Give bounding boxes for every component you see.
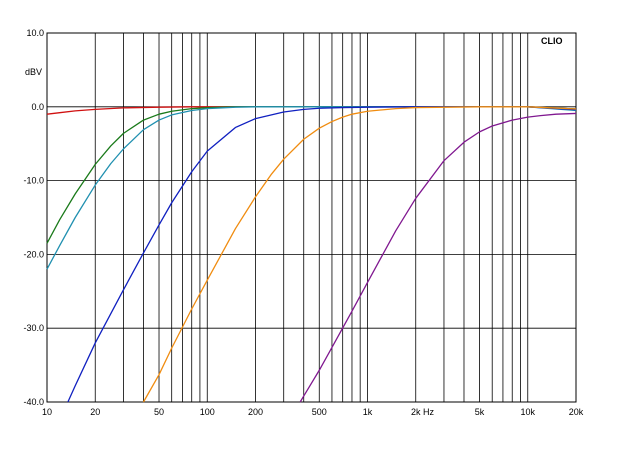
- x-tick-label: 10: [42, 407, 52, 417]
- x-tick-label: 200: [248, 407, 263, 417]
- tick-labels: 10 20 50 100 200 500 1k 2k 5k 10k 20k 10.0 0.0 -10.0 -…: [23, 28, 583, 417]
- y-tick-label: 0.0: [31, 102, 44, 112]
- plot-frame: [46, 32, 577, 403]
- series-line-5: [142, 106, 577, 403]
- x-tick-label: 100: [200, 407, 215, 417]
- y-axis-unit-label: dBV: [25, 67, 42, 77]
- x-tick-label: 1k: [363, 407, 373, 417]
- x-tick-label: 10k: [521, 407, 536, 417]
- clio-brand-label: CLIO: [541, 36, 563, 46]
- x-tick-label: 20k: [569, 407, 584, 417]
- y-tick-label: 10.0: [26, 28, 44, 38]
- y-tick-label: -40.0: [23, 397, 44, 407]
- y-tick-label: -10.0: [23, 176, 44, 186]
- x-tick-label: 2k: [411, 407, 421, 417]
- x-tick-label: 5k: [475, 407, 485, 417]
- y-tick-label: -20.0: [23, 249, 44, 259]
- x-tick-label: 500: [312, 407, 327, 417]
- x-tick-label: 50: [154, 407, 164, 417]
- grid: [46, 32, 577, 403]
- series-layer: [46, 106, 577, 403]
- y-tick-label: -30.0: [23, 323, 44, 333]
- series-line-4: [67, 106, 577, 403]
- series-line-6: [299, 112, 577, 403]
- x-tick-label: 20: [90, 407, 100, 417]
- x-axis-unit-label: Hz: [423, 407, 434, 417]
